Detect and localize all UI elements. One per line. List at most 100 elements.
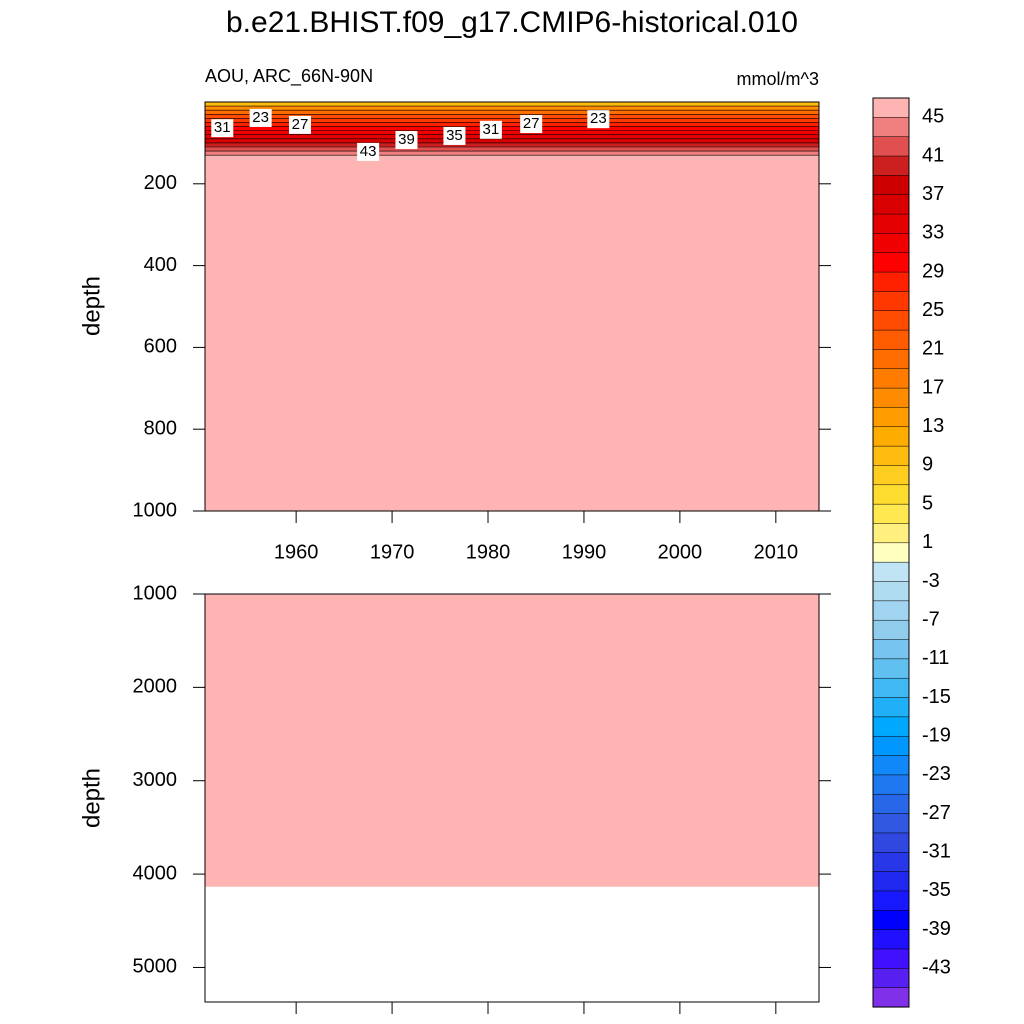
colorbar-box	[872, 929, 910, 950]
colorbar-box	[872, 813, 910, 834]
colorbar-label: 1	[922, 531, 933, 553]
colorbar-box	[872, 987, 910, 1008]
contour-label: 39	[398, 131, 415, 148]
colorbar-box	[872, 852, 910, 873]
colorbar-label: -15	[922, 686, 951, 708]
colorbar-box	[872, 561, 910, 583]
colorbar-label: 13	[922, 415, 944, 437]
contour-band	[205, 118, 819, 123]
contour-label-box	[288, 115, 311, 134]
y-tick-label: 400	[144, 254, 177, 276]
colorbar-box	[872, 910, 910, 931]
colorbar-box	[872, 407, 910, 428]
colorbar-box	[872, 735, 910, 757]
contour-band	[205, 142, 819, 148]
contour-band	[205, 146, 819, 152]
colorbar-box	[872, 426, 910, 447]
contour-label: 23	[252, 109, 269, 126]
colorbar-label: 5	[922, 492, 933, 514]
colorbar-box	[872, 523, 910, 544]
colorbar-box	[872, 832, 910, 853]
colorbar-box	[872, 581, 910, 602]
x-tick-label: 2010	[754, 541, 799, 563]
colorbar-box	[872, 136, 910, 157]
colorbar-box	[872, 484, 910, 505]
contour-label-box	[249, 108, 272, 127]
plot-frame	[204, 101, 820, 512]
colorbar-label: -31	[922, 841, 951, 863]
plot-frame	[204, 593, 820, 1003]
colorbar-label: -3	[922, 570, 940, 592]
contour-label-box	[395, 131, 418, 150]
colorbar-box	[872, 117, 910, 138]
contour-band	[205, 110, 819, 115]
contour-label-box	[211, 119, 234, 138]
colorbar-label: 21	[922, 338, 944, 360]
colorbar-box	[872, 155, 910, 176]
y-tick-label: 1000	[133, 499, 178, 521]
colorbar-label: 29	[922, 260, 944, 282]
colorbar-box	[872, 774, 910, 795]
colorbar-label: 33	[922, 222, 944, 244]
contour-label-box	[520, 115, 543, 134]
colorbar-label: -11	[922, 647, 949, 669]
contour-band	[205, 151, 819, 156]
contour-band	[205, 138, 819, 144]
colorbar-frame	[872, 97, 910, 1008]
contour-label-box	[443, 126, 466, 145]
colorbar-box	[872, 542, 910, 563]
contour-label: 35	[446, 127, 463, 144]
colorbar-box	[872, 252, 910, 273]
colorbar-box	[872, 271, 910, 292]
colorbar-box	[872, 387, 910, 408]
x-tick-label: 1960	[274, 541, 319, 563]
contour-band	[205, 134, 819, 140]
colorbar-box	[872, 677, 910, 699]
colorbar-label: -23	[922, 763, 951, 785]
y-tick-label: 4000	[133, 862, 178, 884]
y-tick-label: 2000	[133, 676, 178, 698]
colorbar-box	[872, 233, 910, 254]
contour-label: 27	[523, 115, 540, 132]
colorbar-label: 37	[922, 183, 944, 205]
contour-band	[205, 102, 819, 107]
colorbar-box	[872, 368, 910, 389]
y-tick-label: 600	[144, 336, 177, 358]
y-tick-label: 3000	[133, 769, 178, 791]
contour-band	[205, 594, 819, 887]
subtitle-right: mmol/m^3	[737, 69, 819, 89]
colorbar-label: -35	[922, 879, 951, 901]
y-axis-label: depth	[78, 768, 105, 828]
colorbar-box	[872, 310, 910, 331]
colorbar-box	[872, 716, 910, 737]
x-tick-label: 1970	[370, 541, 415, 563]
contour-band	[205, 122, 819, 128]
contour-label-box	[479, 120, 502, 139]
x-tick-label: 1980	[466, 541, 511, 563]
colorbar-box	[872, 639, 910, 660]
colorbar-box	[872, 619, 910, 641]
colorbar-box	[872, 755, 910, 776]
colorbar-label: 25	[922, 299, 944, 321]
colorbar-box	[872, 890, 910, 911]
colorbar-label: 17	[922, 376, 944, 398]
colorbar-box	[872, 794, 910, 815]
colorbar-label: -43	[922, 957, 951, 979]
contour-label: 31	[483, 121, 500, 138]
colorbar-box	[872, 445, 910, 467]
contour-label-box	[587, 110, 610, 129]
colorbar-box	[872, 97, 910, 118]
colorbar-label: -19	[922, 725, 951, 747]
colorbar-box	[872, 194, 910, 215]
chart-title: b.e21.BHIST.f09_g17.CMIP6-historical.010	[226, 6, 798, 39]
colorbar-box	[872, 465, 910, 486]
colorbar-box	[872, 213, 910, 234]
colorbar-box	[872, 968, 910, 989]
y-tick-label: 1000	[133, 582, 178, 604]
colorbar-box	[872, 329, 910, 350]
colorbar-box	[872, 697, 910, 718]
y-tick-label: 5000	[133, 956, 178, 978]
colorbar-box	[872, 503, 910, 525]
subtitle-left: AOU, ARC_66N-90N	[205, 66, 373, 87]
